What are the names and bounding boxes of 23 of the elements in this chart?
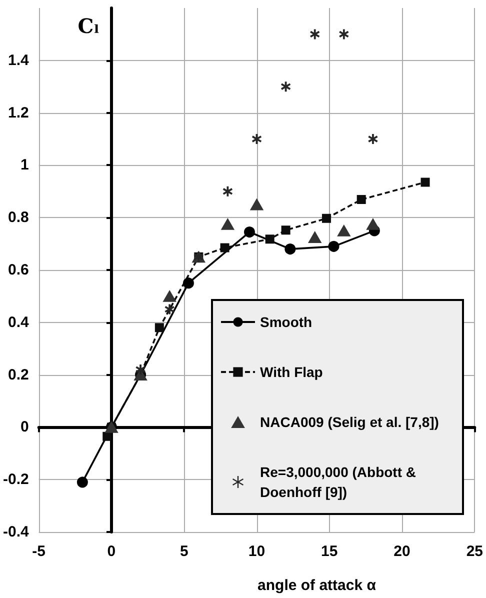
x-tick-label: 25: [466, 543, 483, 560]
x-axis-title: angle of attack α: [258, 577, 377, 594]
y-tick-label: 0.8: [8, 209, 29, 226]
y-axis-title: Cₗ: [78, 14, 100, 38]
x-tick-label: 0: [107, 543, 116, 560]
y-tick-label: 0: [20, 418, 29, 436]
y-tick-label: 1: [20, 156, 29, 174]
legend-label: NACA009 (Selig et al. [7,8]): [260, 414, 439, 430]
x-tick-label: 10: [248, 543, 266, 560]
y-tick-label: 1.4: [8, 52, 30, 69]
x-tick-label: 15: [321, 543, 338, 560]
y-tick-label: 0.6: [8, 262, 29, 278]
legend-label: With Flap: [260, 364, 323, 380]
legend-label: Smooth: [260, 314, 312, 330]
x-tick-label: 5: [180, 543, 188, 560]
y-tick-label: -0.2: [2, 471, 29, 488]
y-tick-label: 0.4: [8, 314, 30, 331]
x-tick-label: -5: [32, 543, 46, 560]
x-tick-label: 20: [394, 543, 410, 560]
y-tick-label: 1.2: [8, 104, 29, 122]
y-tick-label: 0.2: [8, 366, 29, 384]
legend-label: Re=3,000,000 (Abbott & Doenhoff [9]): [260, 464, 420, 500]
y-tick-label: -0.4: [2, 524, 30, 540]
